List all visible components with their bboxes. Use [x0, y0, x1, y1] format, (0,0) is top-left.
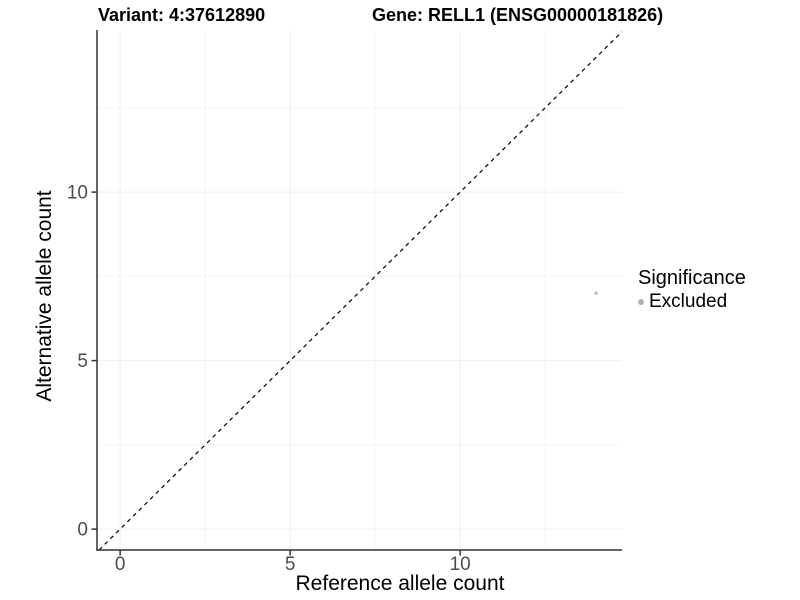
y-axis-title: Alternative allele count — [33, 190, 56, 402]
x-tick-label: 0 — [115, 554, 126, 575]
data-point — [594, 291, 598, 296]
plot-title-gene: Gene: RELL1 (ENSG00000181826) — [372, 5, 664, 25]
plot-title-variant: Variant: 4:37612890 — [98, 5, 266, 25]
y-tick-label: 10 — [67, 183, 88, 204]
identity-dashed-line — [98, 31, 623, 551]
legend-entry-label: Excluded — [649, 291, 728, 312]
y-tick-label: 0 — [77, 520, 88, 541]
x-tick-label: 5 — [285, 554, 296, 575]
legend-point-icon — [638, 299, 644, 305]
legend: Significance Excluded — [638, 267, 746, 313]
x-tick-label: 10 — [450, 554, 471, 575]
legend-title: Significance — [638, 267, 746, 289]
legend-entry-excluded: Excluded — [638, 291, 746, 313]
y-tick-label: 5 — [77, 351, 88, 372]
x-axis-title: Reference allele count — [295, 572, 505, 595]
